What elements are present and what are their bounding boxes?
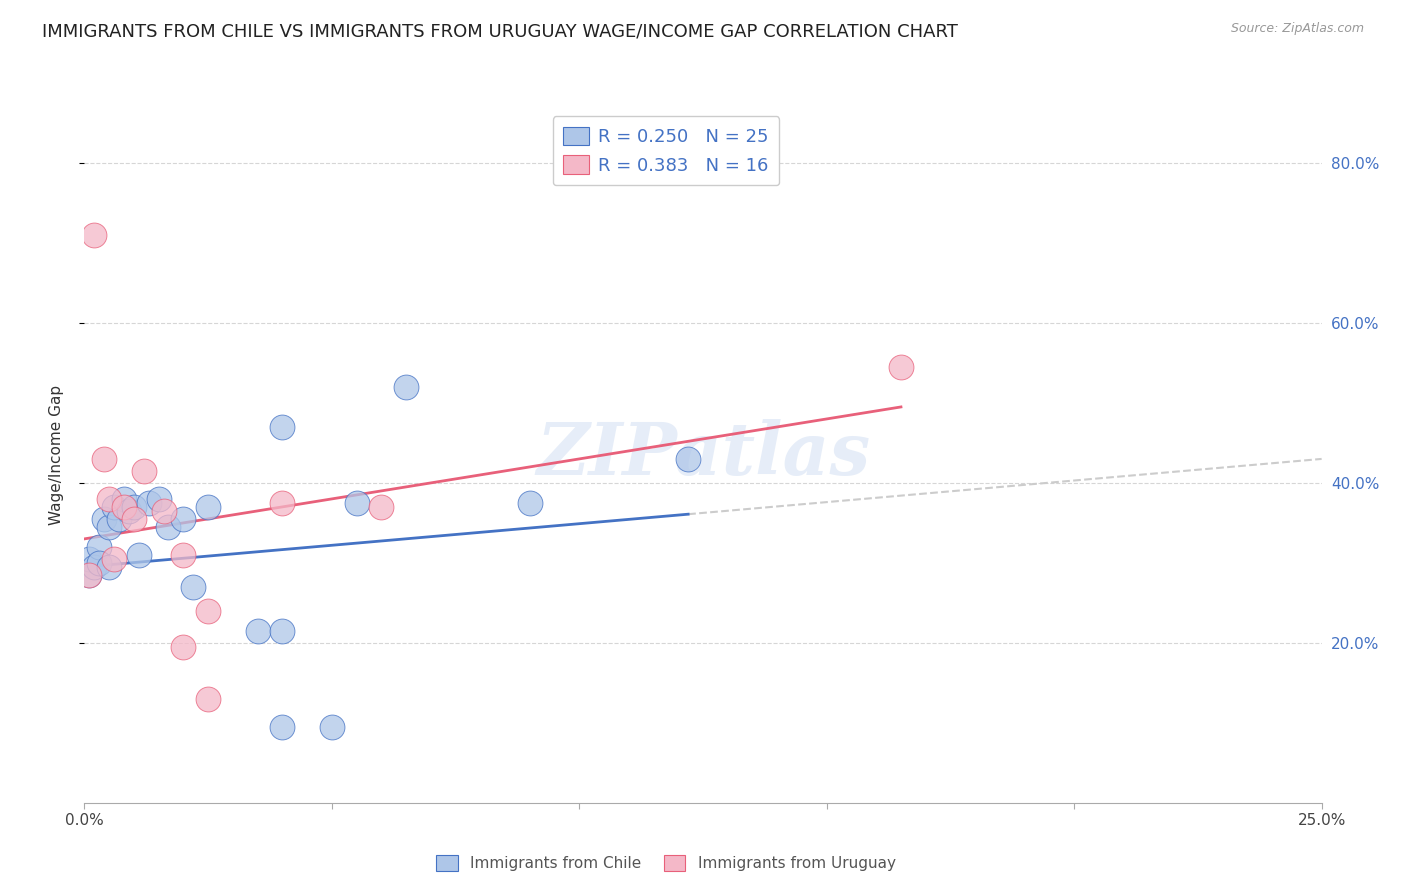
Point bbox=[98, 560, 121, 574]
Point bbox=[197, 604, 219, 618]
Point bbox=[98, 520, 121, 534]
Point bbox=[271, 624, 294, 638]
Point bbox=[519, 496, 541, 510]
Point bbox=[246, 624, 269, 638]
Point bbox=[676, 451, 699, 466]
Point bbox=[181, 580, 204, 594]
Point bbox=[89, 556, 111, 570]
Point bbox=[132, 464, 155, 478]
Text: Source: ZipAtlas.com: Source: ZipAtlas.com bbox=[1230, 22, 1364, 36]
Point bbox=[83, 227, 105, 242]
Point bbox=[370, 500, 392, 514]
Point bbox=[346, 496, 368, 510]
Point bbox=[79, 567, 101, 582]
Point bbox=[172, 512, 194, 526]
Point bbox=[98, 491, 121, 506]
Point bbox=[157, 520, 180, 534]
Point bbox=[83, 560, 105, 574]
Point bbox=[172, 548, 194, 562]
Point bbox=[112, 491, 135, 506]
Point bbox=[108, 512, 131, 526]
Text: ZIPatlas: ZIPatlas bbox=[536, 419, 870, 491]
Point bbox=[103, 500, 125, 514]
Point bbox=[122, 500, 145, 514]
Point bbox=[79, 552, 101, 566]
Point bbox=[148, 491, 170, 506]
Point bbox=[103, 552, 125, 566]
Legend: Immigrants from Chile, Immigrants from Uruguay: Immigrants from Chile, Immigrants from U… bbox=[429, 847, 903, 879]
Point bbox=[122, 512, 145, 526]
Point bbox=[138, 496, 160, 510]
Point bbox=[93, 451, 115, 466]
Point bbox=[197, 500, 219, 514]
Point bbox=[118, 504, 141, 518]
Point bbox=[89, 540, 111, 554]
Point bbox=[271, 420, 294, 434]
Point bbox=[271, 720, 294, 734]
Point bbox=[395, 380, 418, 394]
Point bbox=[79, 567, 101, 582]
Point bbox=[152, 504, 174, 518]
Point bbox=[128, 548, 150, 562]
Point bbox=[93, 512, 115, 526]
Point bbox=[321, 720, 343, 734]
Point bbox=[197, 691, 219, 706]
Point bbox=[890, 359, 912, 374]
Y-axis label: Wage/Income Gap: Wage/Income Gap bbox=[49, 384, 63, 525]
Point bbox=[271, 496, 294, 510]
Point bbox=[112, 500, 135, 514]
Point bbox=[172, 640, 194, 654]
Text: IMMIGRANTS FROM CHILE VS IMMIGRANTS FROM URUGUAY WAGE/INCOME GAP CORRELATION CHA: IMMIGRANTS FROM CHILE VS IMMIGRANTS FROM… bbox=[42, 22, 957, 40]
